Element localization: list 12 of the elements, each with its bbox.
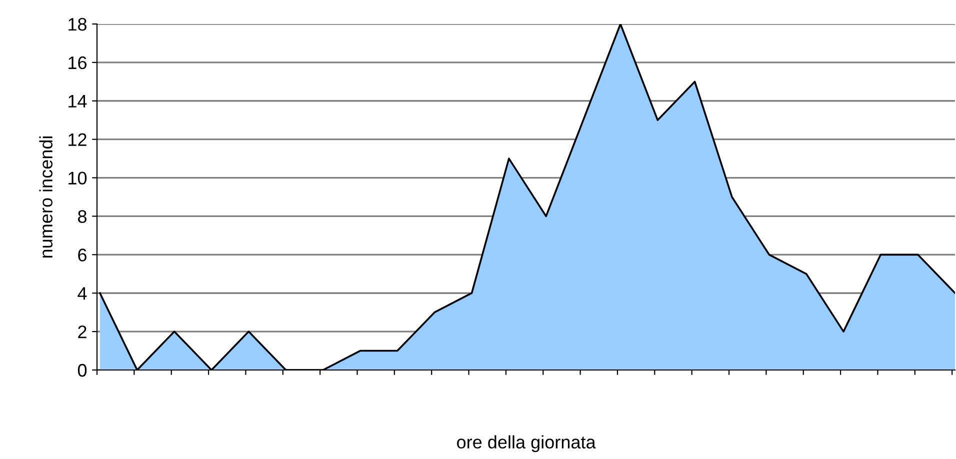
y-tick-label: 6	[78, 248, 86, 262]
y-tick-label: 4	[78, 287, 87, 300]
y-tick-label: 14	[68, 95, 87, 108]
y-tick-label: 16	[68, 56, 86, 70]
y-tick-label: 8	[78, 210, 86, 223]
y-tick-label: 2	[78, 325, 86, 338]
y-axis-title: numero incendi	[39, 136, 53, 258]
y-tick-label: 12	[68, 133, 86, 146]
y-tick-label: 10	[68, 172, 87, 184]
x-axis-title: ore della giornata	[457, 435, 596, 452]
y-tick-label: 18	[68, 18, 86, 31]
y-tick-label: 0	[78, 364, 87, 377]
